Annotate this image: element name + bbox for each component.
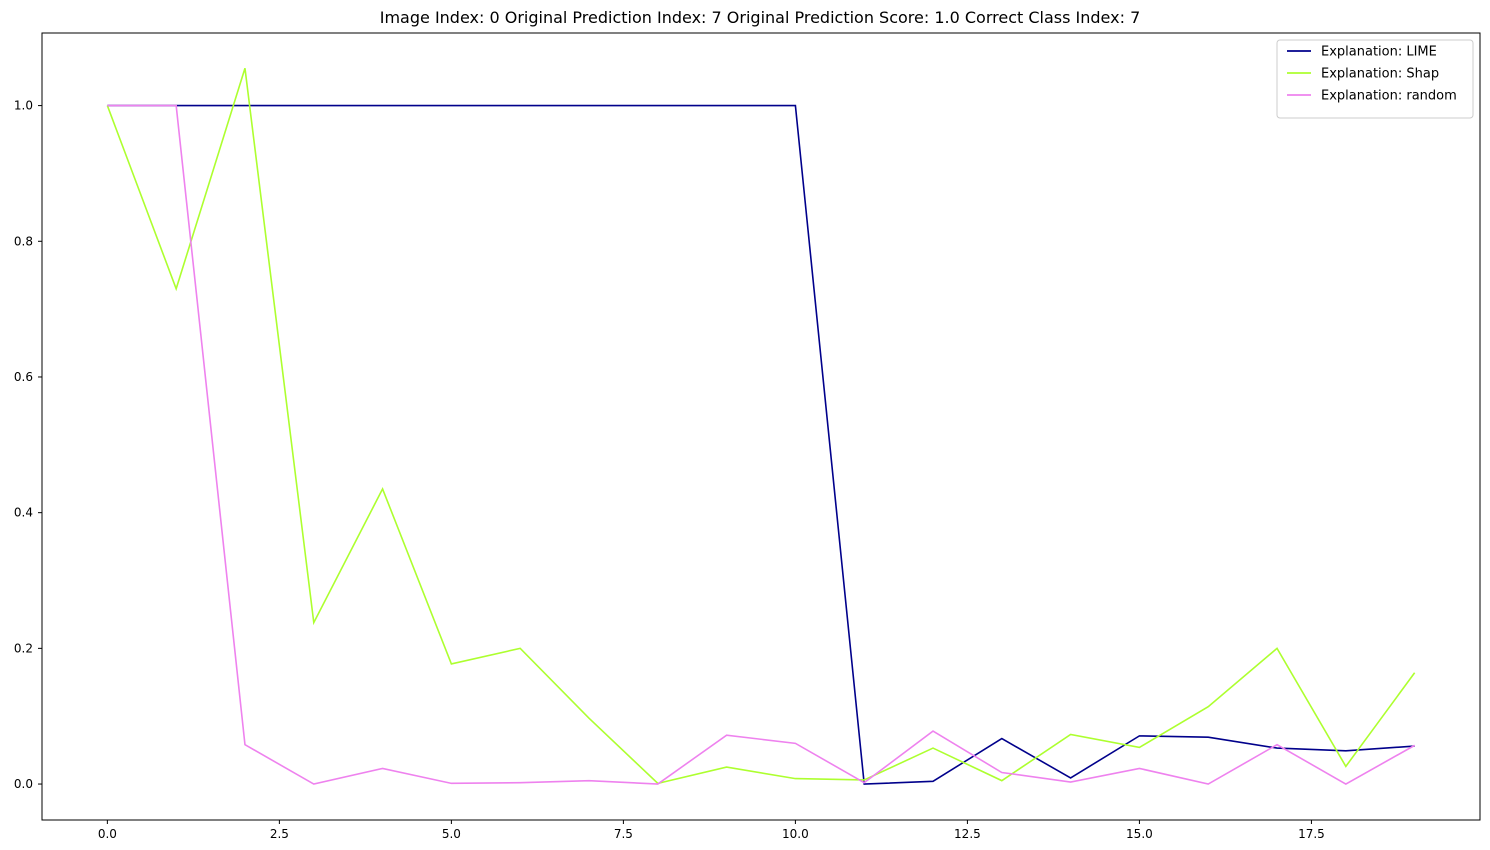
y-tick-label: 1.0 xyxy=(14,99,33,113)
series-line-1 xyxy=(107,104,1415,785)
x-tick-label: 2.5 xyxy=(270,827,289,841)
y-tick-label: 0.2 xyxy=(14,641,33,655)
legend-box xyxy=(1276,39,1474,119)
legend-label: Explanation: Shap xyxy=(1321,67,1439,82)
x-axis: 0.0 2.5 5.0 7.5 10.0 12.5 15.0 17.5 xyxy=(98,820,1325,841)
series-layer xyxy=(106,68,1416,785)
plot-frame xyxy=(41,32,1481,821)
x-tick-label: 17.5 xyxy=(1298,827,1325,841)
x-tick-label: 7.5 xyxy=(614,827,633,841)
series-line-3 xyxy=(107,104,1416,785)
legend: Explanation: LIME Explanation: Shap Explan… xyxy=(1276,39,1474,119)
x-tick-label: 15.0 xyxy=(1126,827,1153,841)
y-tick-label: 0.6 xyxy=(14,370,33,384)
x-tick-label: 0.0 xyxy=(98,827,117,841)
y-tick-label: 0.8 xyxy=(14,234,33,248)
y-tick-label: 0.4 xyxy=(14,506,33,520)
series-line-2 xyxy=(106,68,1416,785)
chart-title: Image Index: 0 Original Prediction Index… xyxy=(380,8,1141,27)
x-tick-label: 10.0 xyxy=(782,827,809,841)
x-tick-label: 12.5 xyxy=(954,827,981,841)
x-tick-label: 5.0 xyxy=(442,827,461,841)
legend-label: Explanation: LIME xyxy=(1321,45,1437,60)
y-tick-label: 0.0 xyxy=(14,777,33,791)
plot-area xyxy=(41,32,1481,821)
y-axis: 0.0 0.2 0.4 0.6 0.8 1.0 xyxy=(14,99,42,791)
legend-label: Explanation: random xyxy=(1321,89,1457,104)
